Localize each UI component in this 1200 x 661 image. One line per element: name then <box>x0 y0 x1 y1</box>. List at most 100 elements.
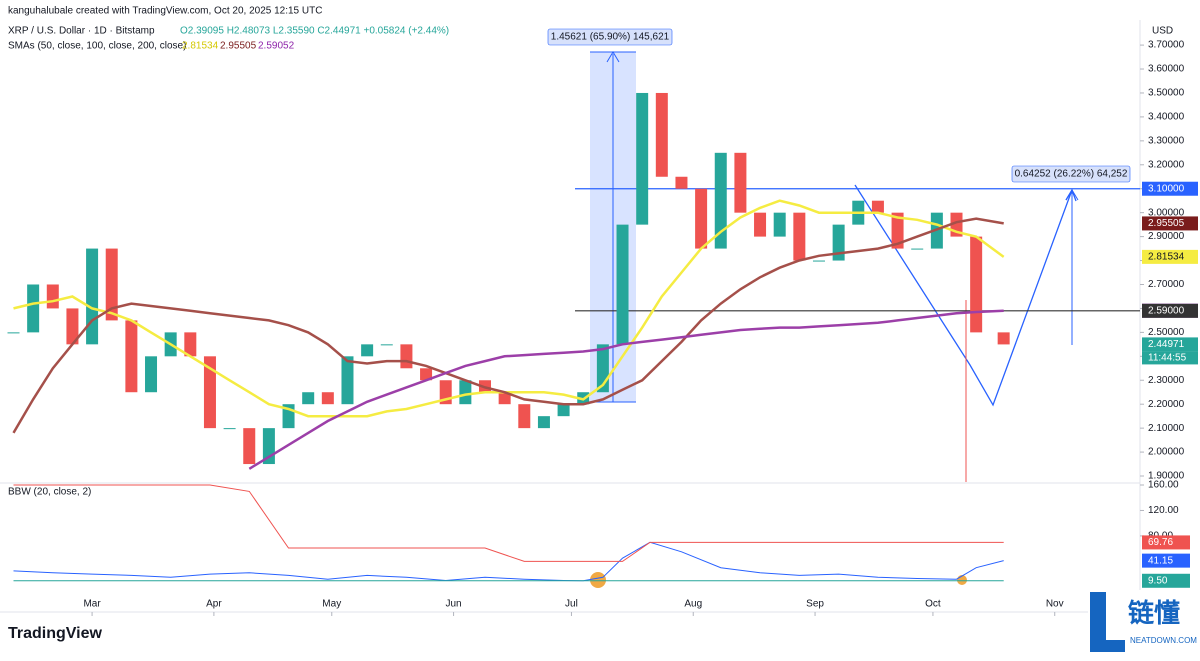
y-tick-label: 3.00000 <box>1148 207 1185 218</box>
measure-label: 1.45621 (65.90%) 145,621 <box>551 32 670 43</box>
y-tick-label: 160.00 <box>1148 480 1179 491</box>
bbw-title: BBW (20, close, 2) <box>8 487 91 498</box>
price-tag-label: 2.44971 <box>1148 339 1185 350</box>
candle <box>871 200 884 213</box>
candle <box>223 428 236 430</box>
measure-arrow <box>606 51 620 402</box>
price-tag <box>1142 181 1198 196</box>
price-tag <box>1142 216 1198 231</box>
y-tick-label: 2.30000 <box>1148 375 1185 386</box>
series-line <box>12 217 1004 434</box>
last-tag <box>1142 535 1190 550</box>
y-tick-label: 3.60000 <box>1148 64 1185 75</box>
candle <box>911 248 924 250</box>
candle <box>970 236 983 333</box>
candle <box>459 380 472 405</box>
y-tick-label: 3.40000 <box>1148 112 1185 123</box>
candle <box>302 392 315 405</box>
x-tick-label: Sep <box>806 599 824 610</box>
candle <box>675 176 688 189</box>
candle <box>145 356 158 393</box>
candle <box>636 92 649 225</box>
candle <box>773 212 786 237</box>
candle <box>518 404 531 429</box>
candle <box>537 416 550 429</box>
candle <box>184 332 197 357</box>
watermark-sub: NEATDOWN.COM <box>1130 636 1197 645</box>
y-tick-label: 2.50000 <box>1148 327 1185 338</box>
candle <box>655 92 668 177</box>
y-tick-label: 2.70000 <box>1148 279 1185 290</box>
candle <box>616 224 629 345</box>
candle <box>243 428 256 465</box>
series-line <box>13 484 1004 562</box>
watermark-icon <box>1090 592 1125 652</box>
target-label-box <box>1011 165 1131 183</box>
currency: USD <box>1152 26 1173 37</box>
candle <box>714 152 727 249</box>
x-tick-label: Nov <box>1046 599 1064 610</box>
x-tick-label: Jul <box>565 599 578 610</box>
candle <box>66 308 79 345</box>
y-tick-label: 3.20000 <box>1148 159 1185 170</box>
price-tag <box>1142 249 1198 264</box>
candle <box>754 212 767 237</box>
candle <box>695 188 708 249</box>
last-tag <box>1142 553 1190 568</box>
sma-value: 2.59052 <box>258 41 295 52</box>
y-tick-label: 3.30000 <box>1148 135 1185 146</box>
x-tick-label: Oct <box>925 599 941 610</box>
price-tag-label: 3.10000 <box>1148 183 1185 194</box>
price-tag <box>1142 337 1198 352</box>
candle <box>812 260 825 262</box>
candle <box>27 284 40 333</box>
x-tick-label: Aug <box>684 599 702 610</box>
last-tag-label: 41.15 <box>1148 555 1173 566</box>
candle <box>7 332 20 334</box>
candle <box>105 248 118 321</box>
x-tick-label: Apr <box>206 599 222 610</box>
price-tag-label: 2.95505 <box>1148 218 1185 229</box>
candle <box>793 212 806 261</box>
candle <box>380 344 393 346</box>
candle <box>203 356 216 429</box>
x-tick-label: May <box>322 599 341 610</box>
sma-legend: SMAs (50, close, 100, close, 200, close) <box>8 41 186 52</box>
candle <box>321 392 334 405</box>
y-tick-label: 1.90000 <box>1148 471 1185 482</box>
symbol: XRP / U.S. Dollar · 1D · Bitstamp <box>8 26 155 37</box>
candle <box>997 332 1010 345</box>
sma-value: 2.95505 <box>220 41 257 52</box>
series-line <box>248 309 1004 470</box>
candle <box>125 320 138 393</box>
countdown-bg <box>1142 351 1198 365</box>
y-tick-label: 2.10000 <box>1148 423 1185 434</box>
squeeze-marker <box>590 572 606 588</box>
logo: TradingView <box>8 625 103 642</box>
target-arrow <box>1065 189 1079 345</box>
candle <box>86 248 99 345</box>
x-tick-label: Mar <box>83 599 101 610</box>
candle <box>498 392 511 405</box>
price-tag-label: 2.59000 <box>1148 305 1185 316</box>
candle <box>46 284 59 309</box>
candle <box>341 356 354 405</box>
last-tag-label: 69.76 <box>1148 537 1173 548</box>
y-tick-label: 2.20000 <box>1148 399 1185 410</box>
y-tick-label: 2.00000 <box>1148 447 1185 458</box>
candle <box>891 212 904 249</box>
y-tick-label: 2.90000 <box>1148 231 1185 242</box>
price-tag-label: 2.81534 <box>1148 252 1185 263</box>
price-tag <box>1142 303 1198 318</box>
candle <box>557 404 570 417</box>
credit: kanguhalubale created with TradingView.c… <box>8 6 322 17</box>
watermark: 链懂 <box>1128 598 1180 628</box>
last-tag-label: 9.50 <box>1148 575 1168 586</box>
y-tick-label: 3.50000 <box>1148 88 1185 99</box>
candle <box>420 368 433 381</box>
candle <box>734 152 747 213</box>
y-tick-label: 120.00 <box>1148 505 1179 516</box>
x-tick-label: Jun <box>446 599 462 610</box>
